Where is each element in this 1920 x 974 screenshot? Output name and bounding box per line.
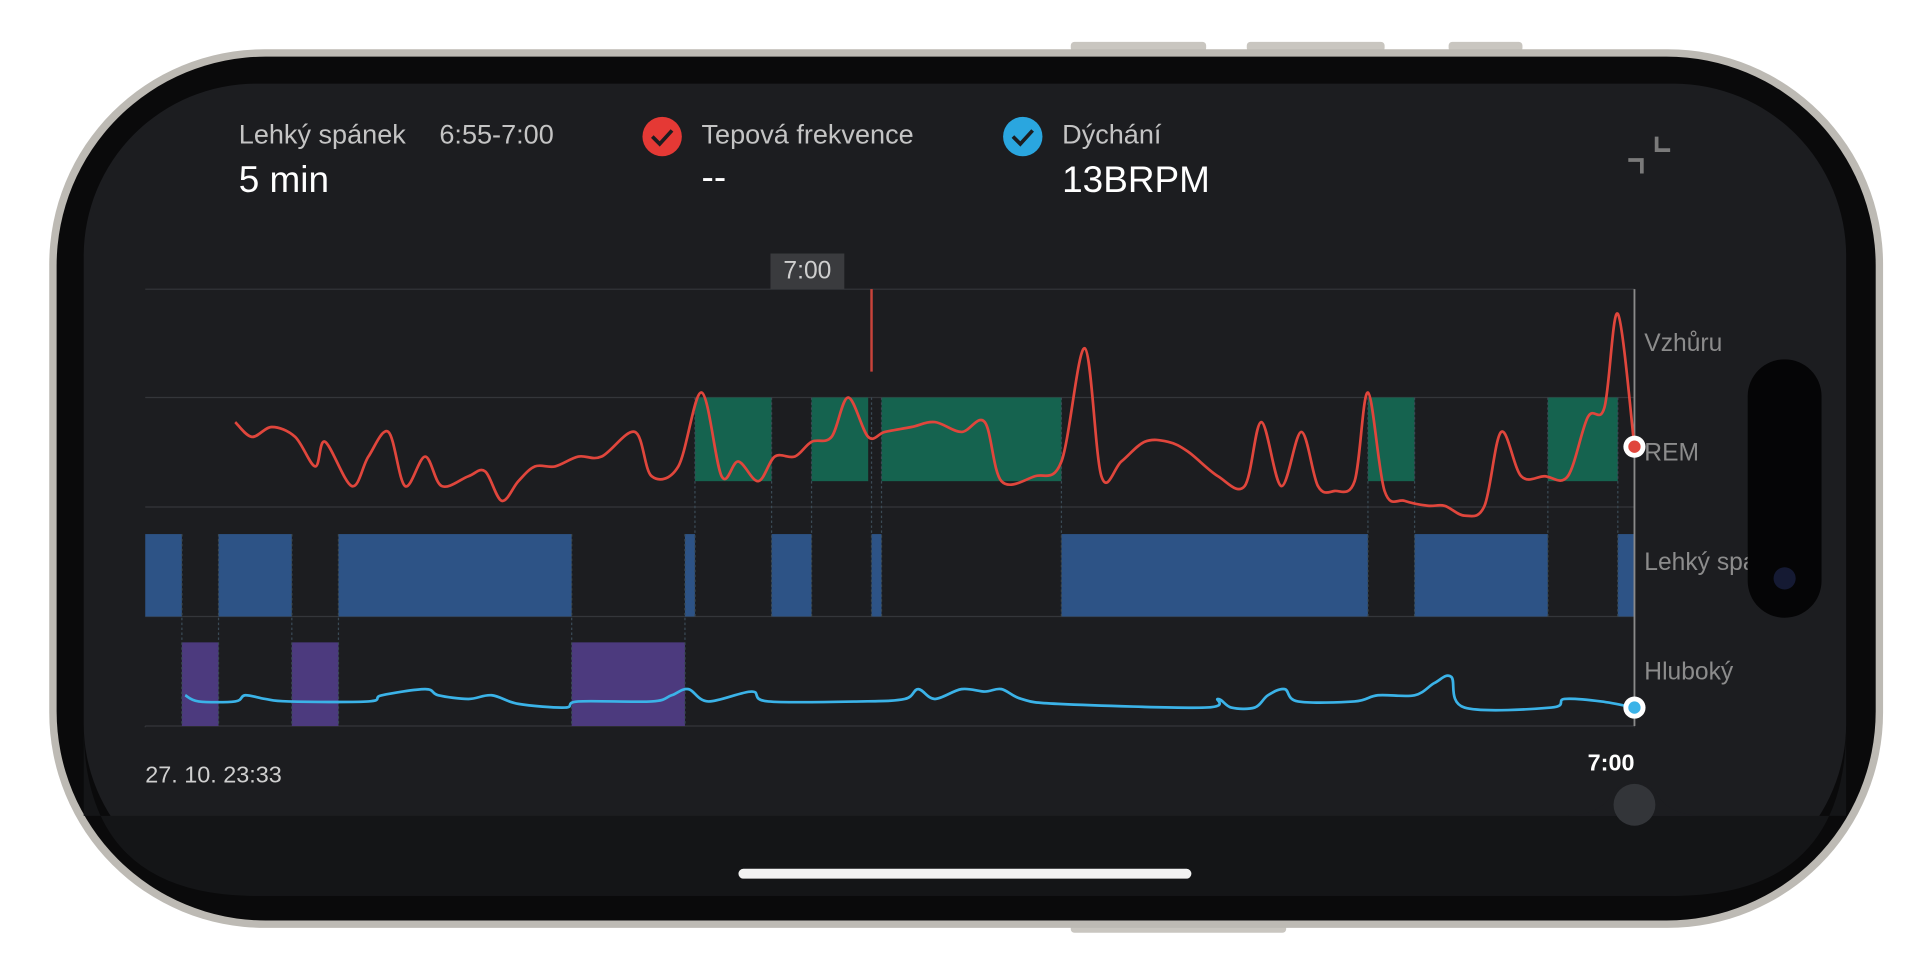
side-button	[1070, 41, 1207, 52]
stage-segment	[181, 642, 219, 727]
stage-segment	[771, 534, 812, 617]
current-marker-dot	[1628, 440, 1641, 453]
stage-segment	[145, 534, 182, 617]
cursor-label-bg	[770, 253, 845, 290]
heart-rate-label: Tepová frekvence	[702, 119, 914, 150]
scrubber-handle[interactable]	[1613, 783, 1656, 826]
x-tick-label: 27. 10. 23:33	[145, 762, 281, 788]
collapse-button[interactable]	[1628, 136, 1671, 174]
heart-rate-toggle[interactable]	[642, 116, 682, 157]
heart-rate-line	[234, 312, 1636, 518]
stage-duration: 5 min	[239, 159, 329, 200]
cursor-label: 7:00	[783, 257, 831, 284]
stage-name: Lehký spánek	[239, 119, 406, 150]
side-button	[1246, 41, 1385, 52]
heart-rate-value: --	[702, 156, 727, 197]
check-icon	[1011, 129, 1034, 147]
stage-segment	[218, 534, 292, 617]
stage-segment	[881, 397, 1062, 482]
screen	[83, 83, 1847, 896]
breathing-value: 13BRPM	[1062, 159, 1210, 200]
stage-segment	[871, 534, 882, 617]
stage-range: 6:55-7:00	[439, 119, 553, 150]
stage-label: REM	[1644, 440, 1699, 467]
home-indicator[interactable]	[738, 868, 1192, 879]
side-button	[1448, 41, 1523, 52]
stage-segment	[1414, 534, 1548, 617]
stage-segment	[684, 534, 695, 617]
stage-segment	[338, 534, 572, 617]
x-tick-label: 7:00	[1588, 749, 1635, 775]
stage-segment	[1367, 397, 1415, 482]
check-icon	[651, 129, 674, 147]
dynamic-island	[1747, 359, 1822, 618]
breathing-line	[184, 674, 1635, 712]
stage-label: Hluboký	[1644, 659, 1734, 686]
stage-segment	[1617, 534, 1635, 617]
stage-segment	[1547, 397, 1618, 482]
bottom-bar	[83, 726, 1847, 896]
breathing-toggle[interactable]	[1003, 116, 1043, 157]
stage-segment	[291, 642, 339, 727]
stage-label: Vzhůru	[1644, 330, 1722, 357]
breathing-label: Dýchání	[1062, 119, 1162, 150]
camera	[1773, 567, 1796, 590]
current-marker-dot	[1628, 701, 1641, 714]
stage-segment	[571, 642, 685, 727]
stage-segment	[1061, 534, 1368, 617]
